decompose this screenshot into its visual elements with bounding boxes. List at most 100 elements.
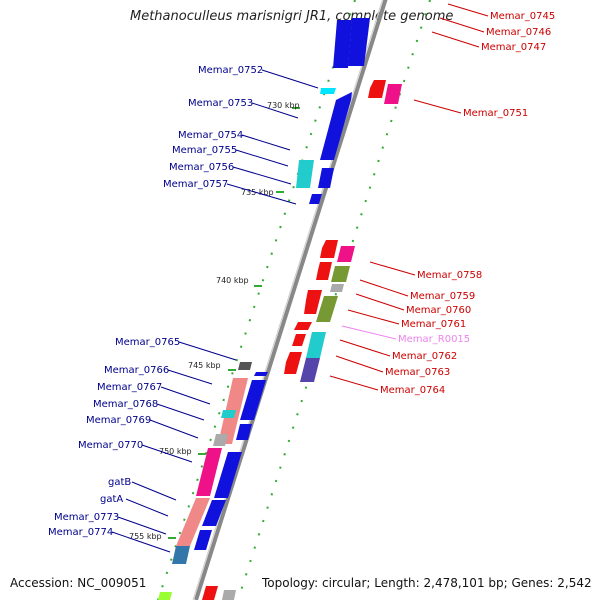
label-leader — [413, 99, 462, 114]
left-strand-genes — [158, 18, 370, 600]
gene-block — [284, 352, 302, 374]
gene-block — [320, 92, 352, 160]
gene-block — [254, 372, 268, 376]
label-leader — [131, 481, 177, 501]
gene-block — [320, 240, 338, 258]
gene-label[interactable]: Memar_0764 — [380, 385, 445, 396]
label-leader — [178, 341, 237, 361]
gene-block — [202, 500, 226, 526]
gene-block — [176, 498, 210, 546]
label-leader — [261, 69, 319, 89]
gene-block — [384, 84, 402, 104]
gene-label[interactable]: gatA — [100, 494, 123, 505]
gene-block — [294, 322, 312, 330]
gene-block — [320, 88, 336, 94]
gene-block — [214, 452, 242, 498]
label-leader — [431, 31, 480, 48]
gene-label[interactable]: Memar_0767 — [97, 382, 162, 393]
gene-label[interactable]: Memar_0760 — [406, 305, 471, 316]
gene-block — [316, 296, 338, 322]
label-leader — [347, 309, 400, 325]
gene-label[interactable]: Memar_0770 — [78, 440, 143, 451]
gene-block — [221, 410, 236, 418]
gene-label[interactable]: Memar_0758 — [417, 270, 482, 281]
gene-block — [292, 334, 306, 346]
scale-tick-label: 745 kbp — [188, 361, 221, 370]
gene-label[interactable]: Memar_0745 — [490, 11, 555, 22]
gene-block — [240, 380, 266, 420]
gene-block — [316, 262, 332, 280]
label-leader — [439, 17, 485, 33]
label-leader — [111, 531, 171, 553]
gene-label[interactable]: Memar_0766 — [104, 365, 169, 376]
gene-label[interactable]: Memar_0751 — [463, 108, 528, 119]
label-leader — [369, 261, 416, 276]
scale-tick-label: 755 kbp — [129, 532, 162, 541]
scale-tick-label: 740 kbp — [216, 276, 249, 285]
gene-label[interactable]: Memar_R0015 — [398, 334, 470, 345]
right-strand-genes — [202, 80, 402, 600]
topology-text: Topology: circular; Length: 2,478,101 bp… — [262, 576, 592, 590]
gene-label[interactable]: Memar_0773 — [54, 512, 119, 523]
gene-label[interactable]: Memar_0754 — [178, 130, 243, 141]
gene-block — [333, 20, 352, 68]
gene-block — [196, 448, 222, 496]
label-leader — [251, 102, 299, 119]
gene-label[interactable]: Memar_0746 — [486, 27, 551, 38]
label-leader — [160, 386, 211, 405]
gene-block — [300, 358, 320, 382]
gene-label[interactable]: Memar_0765 — [115, 337, 180, 348]
label-leader — [359, 279, 409, 297]
gene-label[interactable]: gatB — [108, 477, 131, 488]
label-leader — [341, 325, 397, 340]
gene-label[interactable]: Memar_0769 — [86, 415, 151, 426]
scale-tick-label: 750 kbp — [159, 447, 192, 456]
gene-block — [296, 160, 314, 188]
gene-block — [236, 424, 252, 440]
gene-block — [238, 362, 252, 370]
gene-label[interactable]: Memar_0757 — [163, 179, 228, 190]
gene-label[interactable]: Memar_0761 — [401, 319, 466, 330]
gene-block — [194, 530, 212, 550]
label-leader — [141, 444, 193, 463]
label-leader — [167, 369, 213, 385]
label-leader — [226, 183, 297, 205]
gene-block — [348, 18, 370, 66]
gene-block — [337, 246, 355, 262]
label-leader — [149, 419, 199, 439]
gene-block — [213, 434, 228, 446]
label-leader — [232, 166, 292, 185]
label-leader — [355, 293, 405, 311]
label-leader — [125, 498, 169, 517]
gene-block — [222, 590, 236, 600]
gene-label[interactable]: Memar_0755 — [172, 145, 237, 156]
gene-label[interactable]: Memar_0763 — [385, 367, 450, 378]
label-leader — [241, 134, 291, 151]
gene-label[interactable]: Memar_0753 — [188, 98, 253, 109]
gene-label[interactable]: Memar_0762 — [392, 351, 457, 362]
gene-label[interactable]: Memar_0752 — [198, 65, 263, 76]
gene-label[interactable]: Memar_0768 — [93, 399, 158, 410]
label-leader — [235, 149, 289, 167]
label-leader — [156, 403, 205, 421]
gene-block — [158, 592, 172, 600]
gene-block — [330, 284, 344, 292]
gene-label[interactable]: Memar_0756 — [169, 162, 234, 173]
label-leader — [339, 339, 391, 357]
gene-block — [304, 290, 322, 314]
label-leader — [447, 3, 489, 17]
gene-label[interactable]: Memar_0759 — [410, 291, 475, 302]
gene-label[interactable]: Memar_0747 — [481, 42, 546, 53]
label-leader — [329, 375, 379, 391]
gene-label[interactable]: Memar_0774 — [48, 527, 113, 538]
gene-block — [318, 168, 334, 188]
scale-tick-label: 730 kbp — [267, 101, 300, 110]
accession-text: Accession: NC_009051 — [10, 576, 147, 590]
genome-backbone-shadow — [192, 0, 383, 600]
gene-block — [172, 546, 190, 564]
gene-block — [202, 586, 218, 600]
label-leader — [335, 355, 384, 373]
gene-block — [368, 80, 386, 98]
right-gene-labels: Memar_0745 Memar_0746 Memar_0747 Memar_0… — [329, 3, 555, 396]
